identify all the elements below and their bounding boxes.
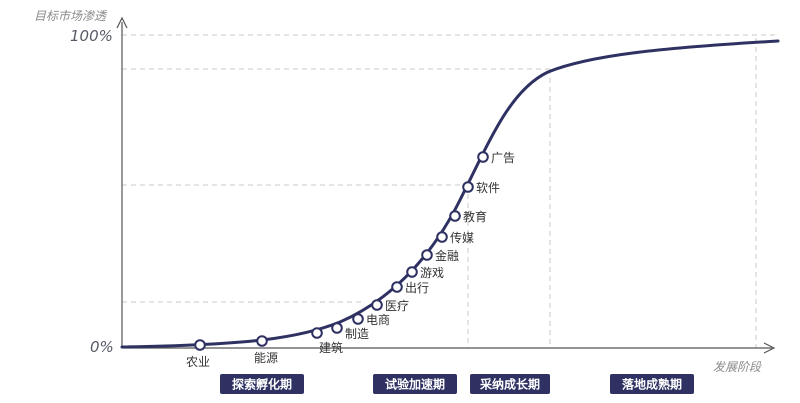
adoption-curve xyxy=(120,39,780,349)
y-axis-title: 目标市场渗透 xyxy=(34,9,108,23)
industry-point-12 xyxy=(477,151,489,163)
industry-label-6: 出行 xyxy=(405,281,429,295)
x-axis-title: 发展阶段 xyxy=(713,360,762,374)
industry-point-1 xyxy=(256,335,268,347)
stage-label-3: 落地成熟期 xyxy=(622,377,682,392)
industry-label-3: 制造 xyxy=(345,327,369,341)
industry-point-7 xyxy=(406,266,418,278)
industry-point-4 xyxy=(352,313,364,325)
y-bottom-label: 0% xyxy=(90,338,114,356)
industry-label-0: 农业 xyxy=(186,355,210,369)
industry-point-5 xyxy=(371,299,383,311)
stage-label-0: 探索孵化期 xyxy=(232,377,292,392)
industry-label-7: 游戏 xyxy=(420,266,444,280)
industry-point-6 xyxy=(391,281,403,293)
industry-label-9: 传媒 xyxy=(450,230,474,245)
stage-labels: 探索孵化期 试验加速期 采纳成长期 落地成熟期 xyxy=(220,374,694,394)
industry-label-4: 电商 xyxy=(366,312,390,327)
industry-point-10 xyxy=(449,210,461,222)
stage-badge-0 xyxy=(220,374,304,394)
industry-point-11 xyxy=(462,181,474,193)
x-axis-arrow xyxy=(763,342,776,354)
y-axis-arrow xyxy=(116,16,128,29)
industry-label-8: 金融 xyxy=(435,248,459,263)
y-top-label: 100% xyxy=(70,27,113,45)
stage-badge-3 xyxy=(610,374,694,394)
stage-badge-1 xyxy=(373,374,457,394)
industry-label-1: 能源 xyxy=(254,351,278,365)
stage-label-2: 采纳成长期 xyxy=(479,377,540,392)
industry-point-0 xyxy=(194,339,206,351)
industry-point-8 xyxy=(421,249,433,261)
stage-badge-2 xyxy=(470,374,550,394)
industry-label-5: 医疗 xyxy=(385,299,409,313)
industry-label-11: 软件 xyxy=(476,181,500,195)
industry-label-12: 广告 xyxy=(491,151,515,165)
industry-label-2: 建筑 xyxy=(319,340,343,355)
industry-point-2 xyxy=(311,327,323,339)
industry-point-3 xyxy=(331,322,343,334)
guide-lines xyxy=(122,34,778,348)
industry-point-9 xyxy=(436,231,448,243)
stage-label-1: 试验加速期 xyxy=(385,377,445,392)
industry-label-10: 教育 xyxy=(463,209,487,224)
axes xyxy=(116,16,776,354)
